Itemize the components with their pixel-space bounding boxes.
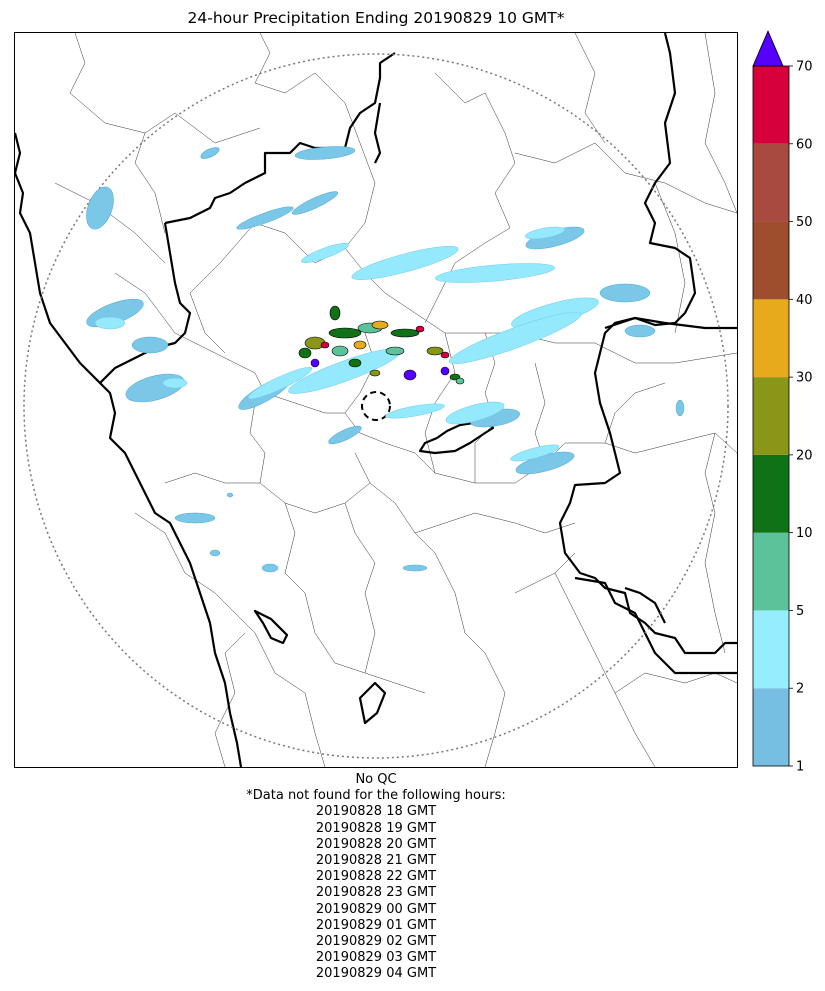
precipitation-map (14, 32, 738, 768)
colorbar-segment (753, 221, 789, 300)
missing-hour-line: 20190828 23 GMT (315, 885, 437, 901)
colorbar-segment (753, 454, 789, 533)
colorbar-segment (753, 610, 789, 689)
missing-hour-line: 20190828 18 GMT (315, 804, 437, 820)
colorbar: 1 2 5 10 20 30 40 50 60 70 (752, 29, 813, 774)
missing-hour-line: 20190829 04 GMT (315, 966, 437, 982)
missing-hours-list: 20190828 18 GMT 20190828 19 GMT 20190828 2… (14, 804, 738, 982)
precip-cyan (94, 226, 599, 462)
colorbar-tick-label: 50 (796, 215, 813, 230)
colorbar-tick-label: 70 (796, 60, 813, 75)
precip-light (86, 146, 685, 573)
colorbar-frame (752, 65, 790, 767)
colorbar-tick-label: 30 (796, 371, 813, 386)
colorbar-tick-label: 20 (796, 448, 813, 463)
missing-hour-line: 20190828 19 GMT (315, 820, 437, 836)
state-borders (15, 33, 737, 767)
missing-hour-line: 20190829 00 GMT (315, 901, 437, 917)
colorbar-ticks: 1 2 5 10 20 30 40 50 60 70 (789, 60, 813, 774)
colorbar-tick-label: 5 (796, 604, 804, 619)
colorbar-segment (753, 66, 789, 144)
missing-hour-line: 20190829 01 GMT (315, 917, 437, 933)
colorbar-segment (753, 532, 789, 611)
missing-hour-line: 20190828 21 GMT (315, 853, 437, 869)
radar-range-circle (23, 53, 729, 759)
qc-label: No QC (355, 772, 397, 787)
precip-heavy (298, 305, 465, 385)
missing-hour-line: 20190829 03 GMT (315, 950, 437, 966)
colorbar-tick-label: 60 (796, 137, 813, 152)
footer-notes: No QC *Data not found for the following … (14, 772, 738, 983)
colorbar-tick-label: 10 (796, 526, 813, 541)
colorbar-segment (753, 377, 789, 455)
colorbar-tick-label: 2 (796, 682, 804, 697)
colorbar-tick-label: 1 (796, 760, 804, 774)
missing-hour-line: 20190828 20 GMT (315, 836, 437, 852)
colorbar-extend-triangle (752, 29, 784, 67)
radar-site-ring (361, 391, 391, 421)
missing-hour-line: 20190829 02 GMT (315, 934, 437, 950)
colorbar-segments (753, 66, 789, 766)
map-title: 24-hour Precipitation Ending 20190829 10… (187, 9, 565, 27)
colorbar-tick-label: 40 (796, 293, 813, 308)
colorbar-segment (753, 688, 789, 766)
missing-hours-header: *Data not found for the following hours: (246, 788, 506, 804)
colorbar-segment (753, 299, 789, 378)
missing-hour-line: 20190828 22 GMT (315, 869, 437, 885)
colorbar-segment (753, 143, 789, 222)
